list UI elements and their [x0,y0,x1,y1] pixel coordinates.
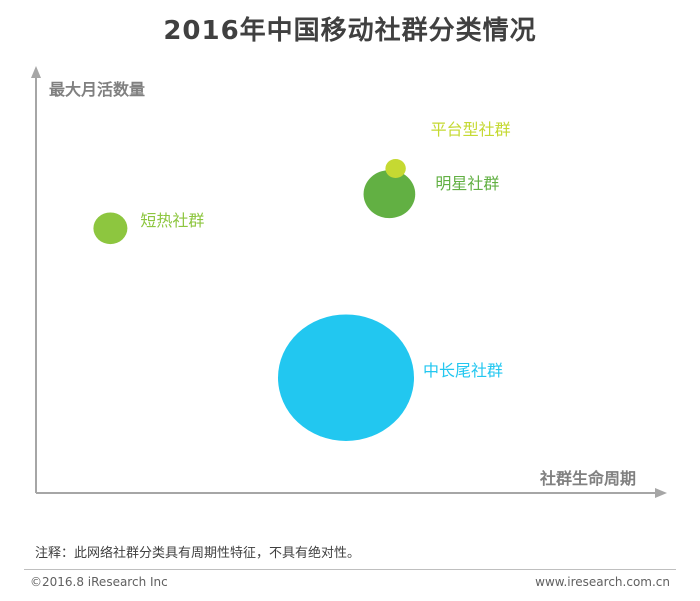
bubble-0 [93,212,128,245]
footnote: 注释：此网络社群分类具有周期性特征，不具有绝对性。 [35,546,361,561]
bubble-label-1: 明星社群 [435,174,500,194]
bubble-label-2: 平台型社群 [430,120,511,140]
y-axis-label: 最大月活数量 [49,80,146,99]
footer-divider [24,569,676,570]
bubble-label-0: 短热社群 [140,211,205,231]
bubble-layer [93,158,416,441]
copyright-text: ©2016.8 iResearch Inc [30,575,168,589]
bubble-1 [363,170,416,219]
y-axis-arrow [31,66,41,78]
bubble-2 [385,158,406,178]
chart-title: 2016年中国移动社群分类情况 [163,16,537,46]
bubble-label-3: 中长尾社群 [423,360,504,380]
x-axis-label: 社群生命周期 [539,469,636,488]
bubble-3 [278,314,414,441]
site-url: www.iresearch.com.cn [535,575,670,589]
x-axis-arrow [655,488,667,498]
